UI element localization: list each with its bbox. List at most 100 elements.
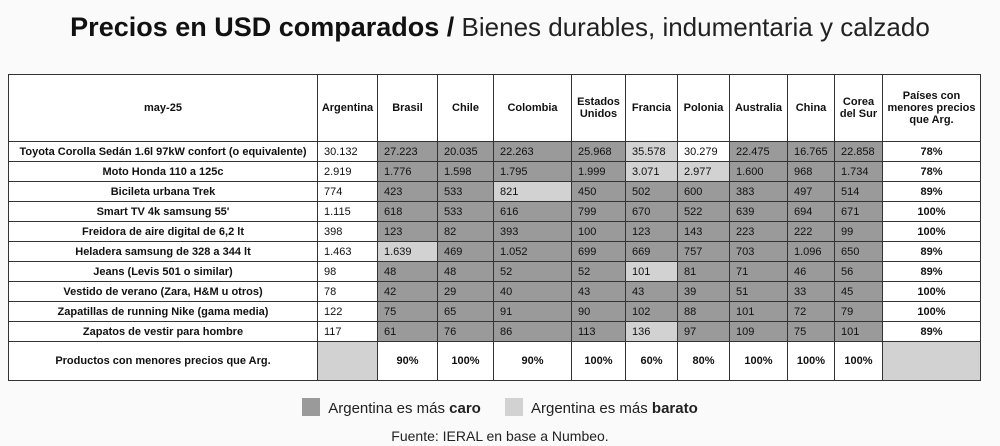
summary-cell: 80%: [677, 341, 730, 381]
summary-cell: 90%: [493, 341, 572, 381]
price-cell: 383: [729, 181, 788, 202]
header-country: China: [787, 74, 835, 142]
header-country: Polonia: [677, 74, 730, 142]
price-cell: 20.035: [437, 141, 494, 162]
legend-caro-word: caro: [449, 400, 481, 417]
header-country: Francia: [625, 74, 678, 142]
price-cell: 703: [729, 241, 788, 262]
price-cell: 2.977: [677, 161, 730, 182]
cheaper-pct-cell: 89%: [882, 181, 981, 202]
price-cell: 398: [317, 221, 378, 242]
legend-barato-prefix: Argentina es más: [531, 400, 652, 417]
price-cell: 600: [677, 181, 730, 202]
header-country: Brasil: [377, 74, 438, 142]
cheaper-pct-cell: 89%: [882, 241, 981, 262]
price-cell: 1.052: [493, 241, 572, 262]
price-cell: 694: [787, 201, 835, 222]
price-cell: 90: [571, 301, 626, 322]
price-cell: 101: [625, 261, 678, 282]
price-cell: 30.132: [317, 141, 378, 162]
price-cell: 43: [571, 281, 626, 302]
cheaper-pct-cell: 89%: [882, 321, 981, 342]
price-cell: 39: [677, 281, 730, 302]
legend-item-caro: Argentina es más caro: [302, 398, 485, 417]
table-row: Zapatos de vestir para hombre 117 61 76 86 11…: [8, 321, 981, 342]
price-cell: 48: [377, 261, 438, 282]
product-name: Freidora de aire digital de 6,2 lt: [8, 221, 318, 242]
price-cell: 102: [625, 301, 678, 322]
product-name: Zapatos de vestir para hombre: [8, 321, 318, 342]
price-cell: 113: [571, 321, 626, 342]
header-country: Chile: [437, 74, 494, 142]
summary-label: Productos con menores precios que Arg.: [8, 341, 318, 381]
table-row: Smart TV 4k samsung 55' 1.115 618 533 616 799…: [8, 201, 981, 222]
price-cell: 223: [729, 221, 788, 242]
price-cell: 533: [437, 201, 494, 222]
price-cell: 393: [493, 221, 572, 242]
price-cell: 3.071: [625, 161, 678, 182]
summary-cell: 100%: [834, 341, 883, 381]
price-cell: 136: [625, 321, 678, 342]
table-row: Heladera samsung de 328 a 344 lt 1.463 1.6…: [8, 241, 981, 262]
summary-cell: 100%: [571, 341, 626, 381]
price-cell: 1.598: [437, 161, 494, 182]
price-cell: 1.639: [377, 241, 438, 262]
table-row: Zapatillas de running Nike (gama media) 1…: [8, 301, 981, 322]
price-cell: 33: [787, 281, 835, 302]
price-cell: 1.795: [493, 161, 572, 182]
price-cell: 502: [625, 181, 678, 202]
header-row: may-25 Argentina Brasil Chile Colombia Estad…: [8, 74, 981, 142]
price-cell: 101: [729, 301, 788, 322]
table-row: Freidora de aire digital de 6,2 lt 398 123…: [8, 221, 981, 242]
price-cell: 46: [787, 261, 835, 282]
table-row: Moto Honda 110 a 125c 2.919 1.776 1.598 1.79…: [8, 161, 981, 182]
legend-item-barato: Argentina es más barato: [505, 398, 698, 417]
price-cell: 22.475: [729, 141, 788, 162]
product-name: Jeans (Levis 501 o similar): [8, 261, 318, 282]
price-cell: 27.223: [377, 141, 438, 162]
source-note: Fuente: IERAL en base a Numbeo.: [391, 428, 609, 444]
price-cell: 81: [677, 261, 730, 282]
summary-row: Productos con menores precios que Arg. 90…: [8, 341, 981, 381]
price-cell: 1.600: [729, 161, 788, 182]
price-cell: 99: [834, 221, 883, 242]
product-name: Zapatillas de running Nike (gama media): [8, 301, 318, 322]
price-cell: 650: [834, 241, 883, 262]
page-title: Precios en USD comparados / Bienes durab…: [0, 12, 1000, 43]
price-cell: 639: [729, 201, 788, 222]
cheaper-pct-cell: 89%: [882, 261, 981, 282]
product-name: Bicileta urbana Trek: [8, 181, 318, 202]
price-cell: 101: [834, 321, 883, 342]
price-cell: 514: [834, 181, 883, 202]
cheaper-pct-cell: 78%: [882, 161, 981, 182]
header-country: Colombia: [493, 74, 572, 142]
price-cell: 109: [729, 321, 788, 342]
header-country: Argentina: [317, 74, 378, 142]
table-row: Vestido de verano (Zara, H&M u otros) 78 4…: [8, 281, 981, 302]
price-cell: 699: [571, 241, 626, 262]
product-name: Smart TV 4k samsung 55': [8, 201, 318, 222]
price-cell: 61: [377, 321, 438, 342]
product-name: Moto Honda 110 a 125c: [8, 161, 318, 182]
price-cell: 76: [437, 321, 494, 342]
summary-empty-cell: [882, 341, 981, 381]
price-cell: 450: [571, 181, 626, 202]
summary-cell: [317, 341, 378, 381]
price-cell: 78: [317, 281, 378, 302]
price-cell: 25.968: [571, 141, 626, 162]
price-cell: 22.263: [493, 141, 572, 162]
price-cell: 75: [377, 301, 438, 322]
price-cell: 757: [677, 241, 730, 262]
product-name: Toyota Corolla Sedán 1.6l 97kW confort (…: [8, 141, 318, 162]
price-cell: 533: [437, 181, 494, 202]
price-cell: 65: [437, 301, 494, 322]
price-cell: 968: [787, 161, 835, 182]
legend-swatch-caro: [302, 398, 321, 416]
price-cell: 72: [787, 301, 835, 322]
legend-swatch-barato: [505, 398, 523, 416]
price-cell: 51: [729, 281, 788, 302]
price-cell: 22.858: [834, 141, 883, 162]
table-row: Toyota Corolla Sedán 1.6l 97kW confort (…: [8, 141, 981, 162]
price-cell: 1.115: [317, 201, 378, 222]
price-cell: 56: [834, 261, 883, 282]
